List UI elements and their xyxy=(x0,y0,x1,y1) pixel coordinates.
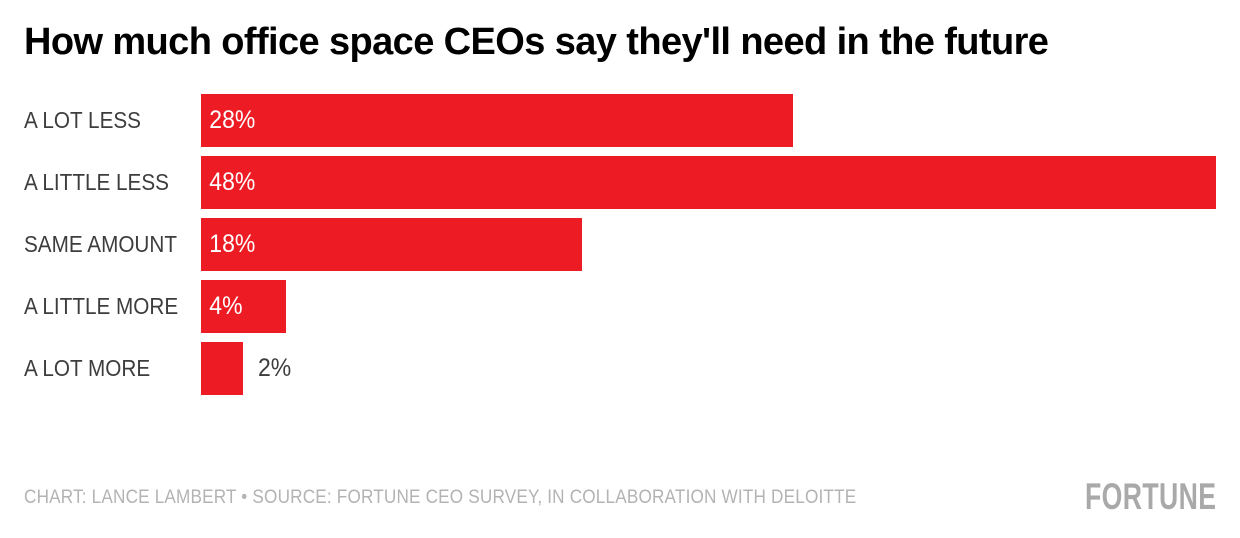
bar-row: SAME AMOUNT 18% xyxy=(24,218,1216,271)
bar-track: 28% xyxy=(201,94,1216,147)
bar: 4% xyxy=(201,280,286,333)
chart-title: How much office space CEOs say they'll n… xyxy=(24,21,1049,63)
bar: 18% xyxy=(201,218,582,271)
bar: 28% xyxy=(201,94,794,147)
category-label: A LOT MORE xyxy=(24,355,151,381)
category-label: A LITTLE MORE xyxy=(24,293,179,319)
bar-track: 48% xyxy=(201,156,1216,209)
bar-track: 4% xyxy=(201,280,1216,333)
value-label-inside: 28% xyxy=(209,106,256,134)
bar-row: A LOT LESS 28% xyxy=(24,94,1216,147)
value-label-outside: 2% xyxy=(258,354,292,382)
chart-footer: CHART: LANCE LAMBERT • SOURCE: FORTUNE C… xyxy=(24,476,1216,517)
category-label: SAME AMOUNT xyxy=(24,231,177,257)
bar-track: 2% xyxy=(201,342,1216,395)
bar-track: 18% xyxy=(201,218,1216,271)
bar: 48% xyxy=(201,156,1216,209)
value-label-inside: 48% xyxy=(209,168,256,196)
category-label: A LITTLE LESS xyxy=(24,169,169,195)
bar-row: A LITTLE MORE 4% xyxy=(24,280,1216,333)
bar-row: A LOT MORE 2% xyxy=(24,342,1216,395)
credit-line: CHART: LANCE LAMBERT • SOURCE: FORTUNE C… xyxy=(24,485,857,508)
category-label: A LOT LESS xyxy=(24,107,141,133)
value-label-inside: 18% xyxy=(209,230,256,258)
bar-chart: A LOT LESS 28% A LITTLE LESS 48% SAME AM… xyxy=(24,94,1216,395)
bar-row: A LITTLE LESS 48% xyxy=(24,156,1216,209)
bar xyxy=(201,342,244,395)
value-label-inside: 4% xyxy=(209,292,243,320)
fortune-logo: FORTUNE xyxy=(1084,476,1216,517)
